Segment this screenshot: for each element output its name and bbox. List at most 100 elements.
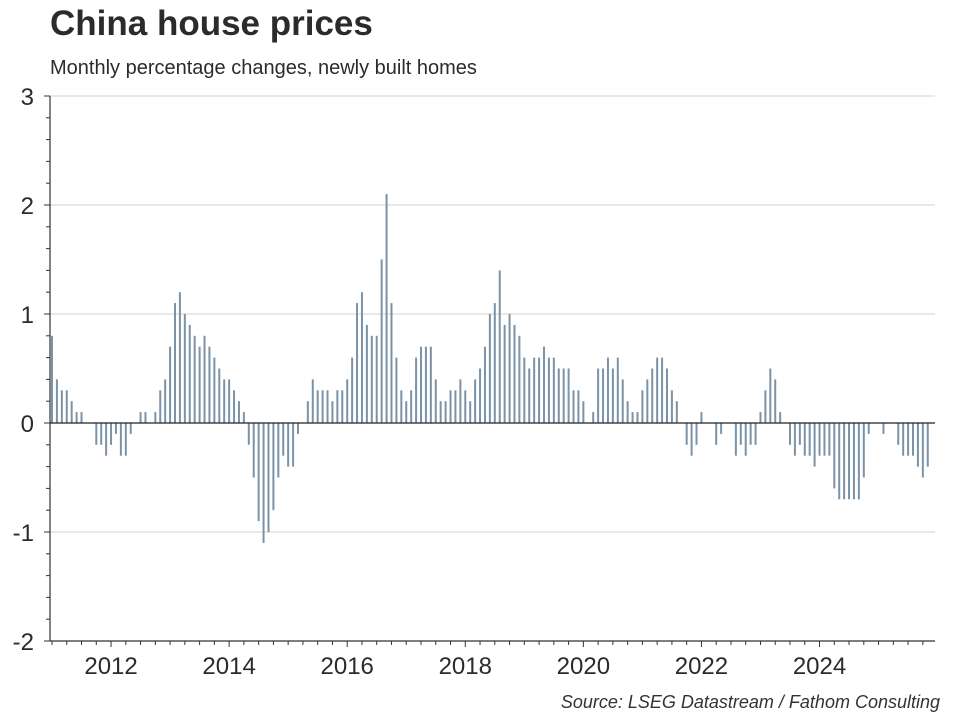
bar xyxy=(252,423,255,478)
bar xyxy=(715,423,718,445)
bar xyxy=(749,423,752,445)
bar xyxy=(272,423,275,511)
bar xyxy=(675,401,678,423)
bar xyxy=(223,379,226,423)
chart-source: Source: LSEG Datastream / Fathom Consult… xyxy=(560,692,940,712)
bar xyxy=(459,379,462,423)
x-tick-label: 2018 xyxy=(439,653,492,680)
bar xyxy=(779,412,782,423)
bar xyxy=(95,423,98,445)
bar xyxy=(110,423,113,445)
bar xyxy=(626,401,629,423)
bar xyxy=(606,357,609,423)
x-tick-label: 2014 xyxy=(202,653,255,680)
bar xyxy=(326,390,329,423)
bar xyxy=(666,368,668,423)
bar xyxy=(129,423,132,434)
x-tick-label: 2012 xyxy=(84,653,137,680)
bar xyxy=(523,357,526,423)
bar xyxy=(341,390,344,423)
bar xyxy=(616,357,619,423)
bar xyxy=(636,412,639,423)
bar xyxy=(297,423,299,434)
chart-title: China house prices xyxy=(50,4,373,43)
bar xyxy=(360,292,363,423)
bar xyxy=(479,368,482,423)
bar xyxy=(169,346,172,423)
bar xyxy=(808,423,811,456)
x-tick-label: 2024 xyxy=(793,653,846,680)
bar xyxy=(597,368,600,423)
bar xyxy=(907,423,910,456)
bar xyxy=(557,368,560,423)
bar xyxy=(100,423,103,445)
bar xyxy=(400,390,403,423)
bar xyxy=(356,303,359,423)
bar xyxy=(336,390,339,423)
bar xyxy=(370,335,373,423)
bar xyxy=(415,357,418,423)
bar xyxy=(670,390,673,423)
bar xyxy=(70,401,73,423)
bar xyxy=(124,423,127,456)
bar xyxy=(759,412,762,423)
bar xyxy=(818,423,821,456)
bar xyxy=(60,390,63,423)
bar xyxy=(287,423,290,467)
bar xyxy=(508,314,511,423)
bar xyxy=(464,390,467,423)
bar xyxy=(695,423,698,445)
bar xyxy=(237,401,240,423)
bar xyxy=(183,314,186,423)
bar xyxy=(277,423,280,478)
bar xyxy=(267,423,270,532)
bar xyxy=(434,379,437,423)
bar xyxy=(80,412,83,423)
bar xyxy=(385,194,388,423)
bar xyxy=(365,324,368,423)
bar xyxy=(503,324,506,423)
bar xyxy=(857,423,860,500)
bar xyxy=(439,401,442,423)
bar xyxy=(921,423,924,478)
y-tick-label: 3 xyxy=(21,84,34,111)
bar xyxy=(813,423,816,467)
bar xyxy=(469,401,472,423)
bar xyxy=(375,335,378,423)
bar xyxy=(395,357,398,423)
bar xyxy=(611,368,614,423)
bar xyxy=(55,379,58,423)
bar xyxy=(154,412,157,423)
bar xyxy=(105,423,108,456)
bar xyxy=(247,423,250,445)
bar xyxy=(178,292,181,423)
bar xyxy=(498,270,501,423)
bar xyxy=(882,423,885,434)
bar xyxy=(769,368,772,423)
bar xyxy=(833,423,836,489)
x-axis: 2012 2014 2016 2018 2020 2022 2024 xyxy=(50,640,935,680)
bar xyxy=(897,423,900,445)
bar xyxy=(174,303,176,423)
x-tick-label: 2020 xyxy=(557,653,610,680)
bar xyxy=(661,357,664,423)
bar xyxy=(164,379,167,423)
bar xyxy=(690,423,693,456)
bar xyxy=(262,423,265,543)
bar xyxy=(543,346,545,423)
bar xyxy=(793,423,796,456)
bar xyxy=(144,412,147,423)
bar xyxy=(424,346,427,423)
bar xyxy=(852,423,855,500)
bar xyxy=(242,412,245,423)
bar xyxy=(700,412,703,423)
bar xyxy=(208,346,211,423)
bar xyxy=(316,390,319,423)
bar xyxy=(803,423,806,456)
bar xyxy=(233,390,236,423)
bar xyxy=(823,423,826,456)
bar xyxy=(572,390,575,423)
bar xyxy=(306,401,309,423)
bar xyxy=(405,401,408,423)
bar xyxy=(912,423,914,456)
